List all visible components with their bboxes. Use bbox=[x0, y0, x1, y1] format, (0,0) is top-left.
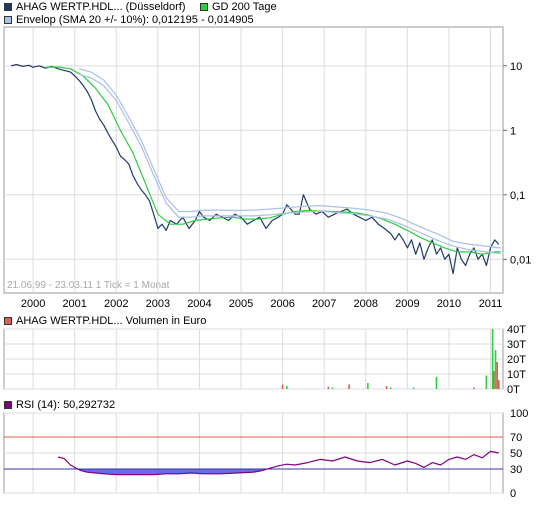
rsi-y-tick-label: 50 bbox=[510, 448, 522, 460]
volume-bar bbox=[435, 377, 438, 389]
x-tick-label: 2010 bbox=[437, 298, 461, 310]
y-tick-label: 0,1 bbox=[510, 190, 525, 202]
legend-price-label: AHAG WERTP.HDL... (Düsseldorf) bbox=[16, 1, 186, 13]
legend-envelope-swatch bbox=[4, 16, 12, 24]
legend-volume-label: AHAG WERTP.HDL... Volumen in Euro bbox=[16, 315, 207, 327]
legend-volume: AHAG WERTP.HDL... Volumen in Euro bbox=[4, 315, 206, 327]
x-tick-label: 2002 bbox=[104, 298, 128, 310]
legend-ma200: GD 200 Tage bbox=[200, 1, 277, 13]
volume-bar bbox=[385, 386, 388, 389]
price-plot-frame bbox=[3, 26, 504, 294]
volume-bar bbox=[412, 387, 415, 389]
series-line-ma200 bbox=[45, 66, 501, 255]
volume-y-tick-label: 0T bbox=[507, 384, 520, 396]
volume-bar bbox=[493, 371, 495, 389]
legend-ma200-swatch bbox=[200, 3, 208, 11]
rsi-panel: 100 70 50 30 0 bbox=[3, 408, 528, 500]
rsi-y-tick-label: 30 bbox=[510, 464, 522, 476]
legend-price: AHAG WERTP.HDL... (Düsseldorf) bbox=[4, 1, 186, 13]
chart-range-note: 21.06.99 - 23.03.11 1 Tick = 1 Monat bbox=[7, 280, 170, 291]
legend-envelope: Envelop (SMA 20 +/- 10%): 0,012195 - 0,0… bbox=[4, 14, 254, 26]
legend-rsi: RSI (14): 50,292732 bbox=[4, 399, 115, 411]
volume-y-tick-label: 20T bbox=[507, 354, 526, 366]
legend-rsi-label: RSI (14): 50,292732 bbox=[16, 399, 116, 411]
x-tick-label: 2006 bbox=[270, 298, 294, 310]
rsi-y-tick-label: 100 bbox=[510, 408, 528, 420]
x-tick-label: 2009 bbox=[395, 298, 419, 310]
volume-bar bbox=[348, 384, 350, 389]
rsi-y-tick-label: 70 bbox=[510, 432, 522, 444]
x-tick-label: 2004 bbox=[187, 298, 211, 310]
volume-panel: 40T 30T 20T 10T 0T bbox=[3, 324, 526, 396]
volume-bar bbox=[327, 386, 330, 389]
legend-envelope-label: Envelop (SMA 20 +/- 10%): 0,012195 - 0,0… bbox=[16, 14, 254, 26]
y-tick-label: 0,01 bbox=[510, 254, 531, 266]
volume-bar bbox=[491, 329, 494, 389]
legend-rsi-swatch bbox=[4, 401, 12, 409]
x-tick-label: 2005 bbox=[229, 298, 253, 310]
volume-bar bbox=[281, 384, 284, 389]
volume-bar bbox=[331, 387, 334, 389]
series-line-env_upper bbox=[78, 68, 501, 249]
rsi-line bbox=[57, 450, 499, 476]
volume-y-tick-label: 30T bbox=[507, 339, 526, 351]
volume-bar bbox=[496, 362, 498, 389]
x-tick-label: 2001 bbox=[62, 298, 86, 310]
x-tick-label: 2000 bbox=[21, 298, 45, 310]
rsi-y-tick-label: 0 bbox=[510, 488, 516, 500]
legend-ma200-label: GD 200 Tage bbox=[212, 1, 277, 13]
volume-bar bbox=[498, 380, 500, 389]
y-tick-label: 10 bbox=[510, 61, 522, 73]
price-panel: 2000 2001 2002 2003 2004 2005 2006 2007 2008 2009… bbox=[3, 26, 531, 310]
legend-volume-swatch bbox=[4, 317, 12, 325]
volume-bar bbox=[367, 383, 369, 389]
volume-y-tick-label: 40T bbox=[507, 324, 526, 336]
volume-y-tick-label: 10T bbox=[507, 369, 526, 381]
x-tick-label: 2008 bbox=[354, 298, 378, 310]
volume-bar bbox=[494, 350, 497, 389]
x-tick-label: 2007 bbox=[312, 298, 336, 310]
x-tick-label: 2011 bbox=[479, 298, 503, 310]
volume-bar bbox=[473, 387, 475, 389]
volume-bar bbox=[485, 375, 488, 389]
series-line-env_lower bbox=[78, 73, 501, 255]
y-tick-label: 1 bbox=[510, 125, 516, 137]
volume-bar bbox=[285, 386, 288, 389]
legend-price-swatch bbox=[4, 3, 12, 11]
x-tick-label: 2003 bbox=[146, 298, 170, 310]
volume-bar bbox=[389, 387, 392, 389]
